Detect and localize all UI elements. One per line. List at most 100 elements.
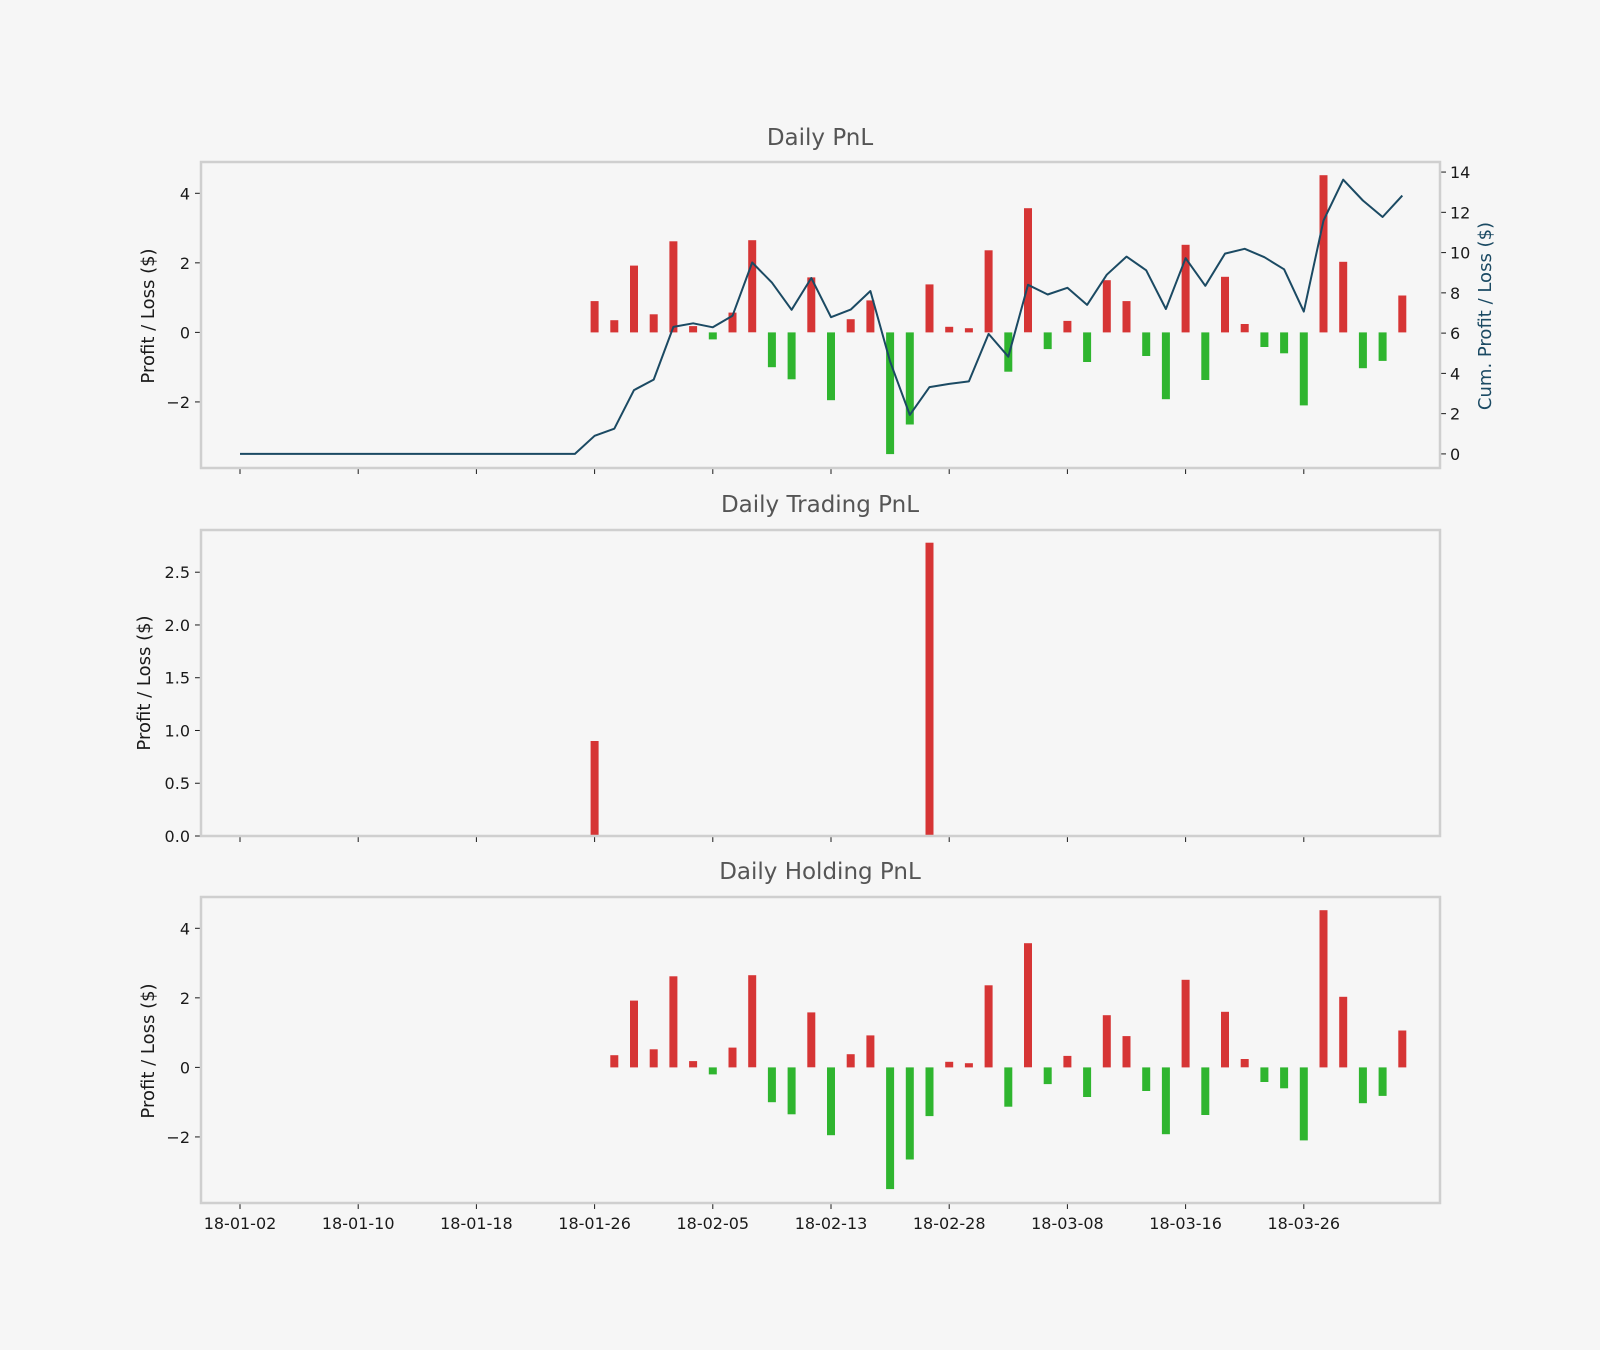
daily-holding-pnl-bar — [866, 1035, 875, 1068]
daily-holding-pnl-bar — [610, 1055, 619, 1068]
daily-holding-pnl-bars — [610, 910, 1407, 1190]
daily-pnl-bar — [1240, 324, 1249, 333]
daily-trading-pnl-panel: Daily Trading PnL Profit / Loss ($) 0.0 0… — [134, 492, 1442, 846]
daily-pnl-bar — [1102, 280, 1111, 333]
daily-holding-pnl-bar — [630, 1000, 638, 1068]
daily-trading-pnl-y-ticks: 0.0 0.5 1.0 1.5 2.0 2.5 — [165, 563, 201, 846]
daily-holding-pnl-bar — [1161, 1067, 1170, 1135]
daily-pnl-bar — [708, 332, 717, 340]
cumulative-pnl-line — [240, 178, 1404, 455]
daily-pnl-bar — [787, 332, 796, 380]
x-tick-label: 18-02-05 — [676, 1214, 749, 1233]
daily-holding-pnl-bar — [1181, 979, 1190, 1068]
daily-pnl-bar — [1378, 332, 1387, 361]
daily-pnl-bar — [1260, 332, 1269, 347]
daily-pnl-bar — [827, 332, 835, 401]
daily-holding-pnl-bar — [964, 1063, 973, 1068]
daily-trading-pnl-ylabel: Profit / Loss ($) — [134, 615, 155, 750]
daily-holding-pnl-bar — [1280, 1067, 1289, 1089]
x-tick-label: 18-03-26 — [1267, 1214, 1340, 1233]
daily-holding-pnl-bar — [787, 1067, 796, 1115]
daily-holding-pnl-bar — [1043, 1067, 1052, 1085]
daily-trading-pnl-y-tick-label: 1.0 — [165, 721, 190, 740]
daily-holding-pnl-bar — [767, 1067, 776, 1103]
daily-holding-pnl-y-ticks: −2 0 2 4 — [166, 919, 201, 1147]
daily-pnl-bar — [866, 300, 875, 333]
daily-pnl-bars — [590, 175, 1407, 455]
x-tick-label: 18-02-13 — [795, 1214, 868, 1233]
daily-holding-pnl-plot-frame — [199, 895, 1442, 1205]
daily-holding-pnl-bar — [1378, 1067, 1387, 1096]
daily-pnl-y-tick-label: 0 — [180, 323, 190, 342]
x-tick-label: 18-01-02 — [204, 1214, 277, 1233]
daily-pnl-bar — [1083, 332, 1092, 362]
daily-pnl-bar — [669, 241, 678, 333]
daily-holding-pnl-bar — [1299, 1067, 1308, 1141]
daily-pnl-bar — [925, 284, 934, 333]
daily-pnl-bar — [1280, 332, 1289, 354]
daily-holding-pnl-bar — [649, 1049, 658, 1068]
x-tick-label: 18-02-28 — [913, 1214, 986, 1233]
daily-holding-pnl-bar — [1004, 1067, 1013, 1107]
daily-holding-pnl-bar — [728, 1047, 737, 1068]
daily-holding-pnl-bar — [846, 1054, 855, 1068]
daily-trading-pnl-y-tick-label: 0.5 — [165, 774, 190, 793]
x-tick-label: 18-03-08 — [1031, 1214, 1104, 1233]
daily-pnl-bar — [1398, 295, 1407, 333]
cumulative-pnl-line-layer — [240, 178, 1404, 455]
daily-pnl-bar — [807, 277, 816, 333]
daily-holding-pnl-bar — [1260, 1067, 1269, 1082]
cum-pnl-y-tick-label: 2 — [1450, 405, 1460, 424]
daily-trading-pnl-plot-frame — [199, 528, 1442, 838]
daily-trading-pnl-title: Daily Trading PnL — [721, 492, 919, 518]
daily-trading-pnl-bar — [925, 542, 934, 836]
daily-pnl-y-tick-label: 4 — [180, 184, 190, 203]
x-tick-label: 18-01-18 — [440, 1214, 513, 1233]
daily-holding-pnl-bar — [1398, 1030, 1407, 1068]
daily-trading-pnl-y-tick-label: 0.0 — [165, 827, 190, 846]
daily-trading-pnl-y-tick-label: 2.5 — [165, 563, 190, 582]
daily-holding-pnl-bar — [708, 1067, 717, 1075]
daily-pnl-cum-y-ticks: 0 2 4 6 8 10 12 14 — [1440, 163, 1470, 464]
daily-pnl-bar — [1358, 332, 1367, 369]
daily-holding-pnl-bar — [984, 985, 993, 1068]
daily-holding-pnl-bar — [689, 1061, 698, 1068]
daily-pnl-bar — [689, 326, 698, 333]
daily-pnl-bar — [1221, 276, 1229, 333]
daily-holding-pnl-bar — [827, 1067, 835, 1136]
daily-holding-pnl-ylabel: Profit / Loss ($) — [138, 983, 159, 1118]
daily-pnl-bar — [846, 319, 855, 333]
daily-holding-pnl-bar — [1024, 943, 1032, 1068]
cum-pnl-y-tick-label: 8 — [1450, 284, 1460, 303]
daily-pnl-bar — [649, 314, 658, 333]
daily-pnl-bar — [1122, 301, 1131, 333]
daily-holding-pnl-bar — [886, 1067, 895, 1190]
daily-pnl-bar — [886, 332, 895, 455]
daily-holding-pnl-bar — [807, 1012, 816, 1068]
daily-holding-pnl-bar — [1083, 1067, 1092, 1097]
daily-holding-pnl-bar — [1142, 1067, 1151, 1091]
daily-pnl-bar — [1004, 332, 1013, 372]
daily-pnl-bar — [1181, 244, 1190, 333]
daily-pnl-y-ticks: −2 0 2 4 — [166, 184, 201, 412]
daily-holding-pnl-bar — [1063, 1055, 1072, 1068]
daily-trading-pnl-bars — [590, 542, 934, 836]
daily-holding-pnl-bar — [669, 976, 678, 1068]
daily-pnl-y-tick-label: −2 — [166, 393, 190, 412]
daily-pnl-bar — [1299, 332, 1308, 406]
x-tick-label: 18-01-10 — [322, 1214, 395, 1233]
daily-pnl-bar — [1043, 332, 1052, 350]
daily-holding-pnl-bar — [1319, 910, 1328, 1068]
daily-trading-pnl-y-tick-label: 1.5 — [165, 669, 190, 688]
daily-pnl-bar — [748, 240, 757, 333]
x-tick-label: 18-01-26 — [558, 1214, 631, 1233]
daily-pnl-bar — [1024, 208, 1032, 333]
cum-pnl-y-tick-label: 6 — [1450, 324, 1460, 343]
daily-holding-pnl-y-tick-label: 4 — [180, 919, 190, 938]
daily-holding-pnl-bar — [1102, 1015, 1111, 1068]
daily-pnl-panel: Daily PnL Profit / Loss ($) Cum. Profit … — [138, 125, 1496, 474]
daily-pnl-bar — [1142, 332, 1151, 356]
daily-pnl-y-tick-label: 2 — [180, 254, 190, 273]
daily-holding-pnl-y-tick-label: −2 — [166, 1128, 190, 1147]
daily-pnl-bar — [1063, 320, 1072, 333]
